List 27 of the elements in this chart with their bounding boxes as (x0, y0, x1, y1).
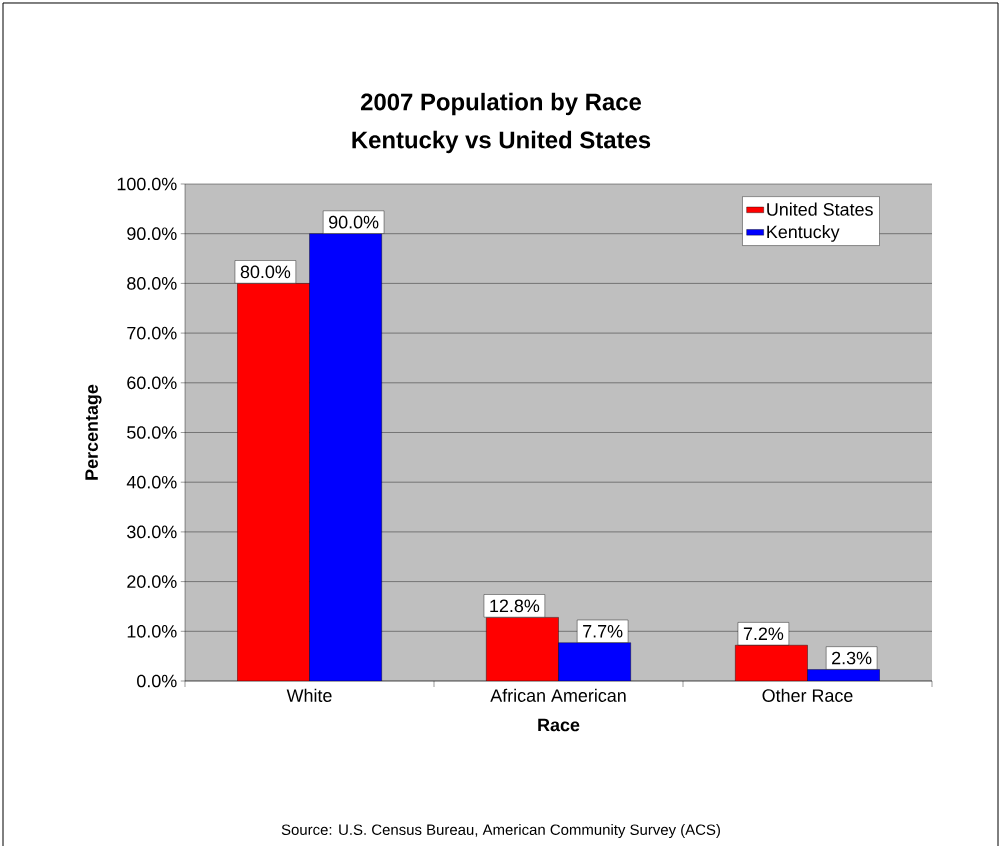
chart-title: 2007 Population by Race (360, 92, 642, 116)
chart-subtitle: Kentucky vs United States (352, 130, 651, 154)
x-axis-title: Race (538, 718, 580, 732)
data-label: 12.8% (490, 599, 540, 613)
y-tick-label: 100.0% (117, 177, 177, 191)
y-axis-title: Percentage (85, 384, 102, 480)
source-note: Source: U.S. Census Bureau, American Community Survey (ACS) (281, 824, 720, 838)
y-tick-label: 50.0% (127, 426, 177, 439)
y-tick-label: 20.0% (127, 575, 177, 588)
y-tick-label: 90.0% (127, 227, 177, 241)
data-label: 90.0% (329, 215, 379, 229)
data-label: 80.0% (240, 265, 291, 279)
x-tick-label: African American (490, 688, 626, 702)
data-label: 7.2% (743, 627, 784, 641)
y-tick-label: 70.0% (127, 326, 177, 340)
legend-label: Kentucky (767, 225, 840, 242)
y-tick-label: 30.0% (127, 525, 177, 539)
data-label: 2.3% (832, 651, 872, 665)
y-tick-label: 10.0% (127, 624, 177, 638)
y-tick-label: 80.0% (127, 277, 177, 290)
y-tick-label: 0.0% (137, 674, 177, 688)
data-label: 7.7% (583, 624, 623, 638)
x-tick-label: Other Race (762, 688, 853, 702)
x-tick-label: White (286, 688, 332, 702)
legend-label: United States (767, 202, 873, 216)
y-tick-label: 40.0% (126, 475, 177, 489)
y-tick-label: 60.0% (127, 376, 177, 390)
